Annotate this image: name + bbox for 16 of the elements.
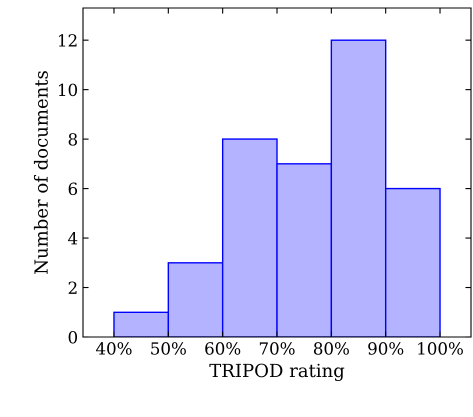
x-tick-label: 80%: [314, 342, 349, 355]
x-axis-title: TRIPOD rating: [209, 364, 344, 382]
y-tick-label: 12: [58, 34, 77, 46]
x-tick-label: 50%: [151, 342, 186, 355]
y-tick-label: 0: [68, 330, 78, 344]
y-tick-label: 6: [68, 182, 78, 196]
x-tick-label: 60%: [205, 342, 240, 355]
y-axis-title: Number of documents: [34, 71, 48, 274]
x-tick-label: 90%: [368, 342, 404, 355]
y-tick-label: 4: [68, 232, 78, 244]
x-tick-label: 100%: [418, 342, 463, 355]
x-tick-label: 70%: [260, 342, 295, 355]
x-tick-label: 40%: [96, 342, 132, 355]
y-tick-label: 2: [68, 281, 77, 294]
y-tick-label: 8: [68, 133, 78, 146]
y-tick-label: 10: [58, 84, 78, 96]
